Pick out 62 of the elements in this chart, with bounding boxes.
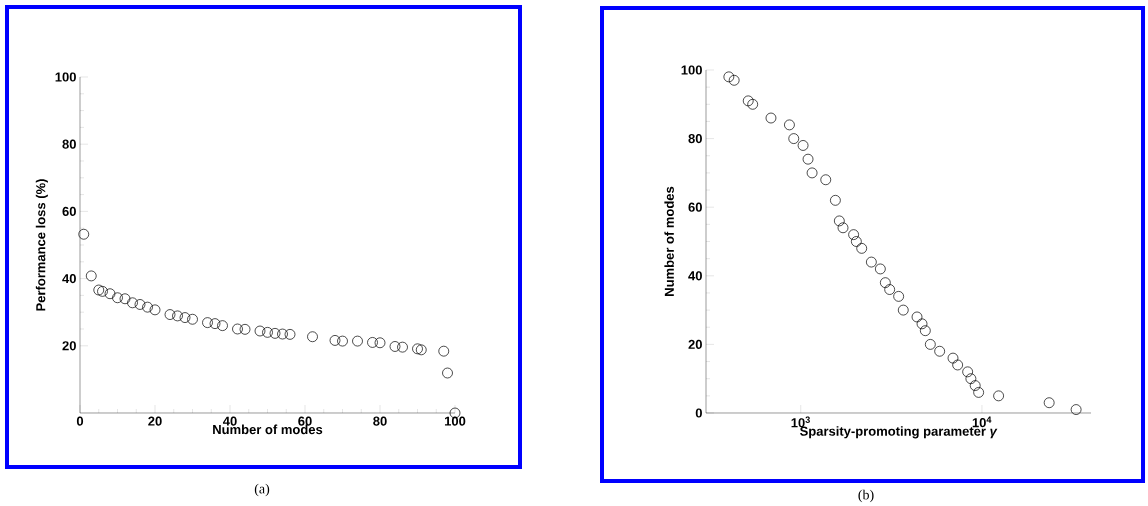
point xyxy=(202,317,213,328)
y-tick-label: 20 xyxy=(688,339,702,349)
point xyxy=(284,329,296,340)
y-tick-label: 40 xyxy=(62,273,76,284)
y-tick-label: 20 xyxy=(62,341,76,351)
point xyxy=(262,327,273,338)
point xyxy=(134,299,146,310)
point xyxy=(277,328,288,340)
point xyxy=(209,318,221,329)
point xyxy=(438,345,450,357)
point xyxy=(187,313,198,325)
point xyxy=(97,286,108,297)
x-tick-label: 40 xyxy=(222,416,237,426)
y-tick-label: 100 xyxy=(681,65,702,75)
point xyxy=(119,293,131,305)
point xyxy=(412,343,423,355)
point xyxy=(352,335,363,347)
point xyxy=(239,323,251,335)
point xyxy=(85,270,97,282)
x-axis-title: Sparsity-promoting parameter γ xyxy=(799,426,998,439)
x-tick-label: 0 xyxy=(76,416,84,426)
y-tick-label: 60 xyxy=(62,206,76,216)
point xyxy=(415,344,427,356)
point xyxy=(307,331,318,343)
point xyxy=(127,297,138,309)
point xyxy=(232,323,243,335)
point xyxy=(389,341,401,352)
point xyxy=(104,288,116,300)
x-tick-label: 80 xyxy=(373,416,387,426)
y-tick-label: 80 xyxy=(62,139,76,149)
text: (b) xyxy=(858,489,874,503)
text: (a) xyxy=(254,483,270,497)
y-axis-title: Number of modes xyxy=(664,186,674,296)
y-tick-label: 0 xyxy=(695,408,702,418)
point xyxy=(374,337,386,349)
x-tick-label: 10$^{3}$ xyxy=(791,416,810,428)
y-axis-title: Performance loss (%) xyxy=(35,179,48,311)
point xyxy=(78,228,90,240)
point xyxy=(269,328,281,339)
x-tick-label: 10$^{4}$ xyxy=(972,416,992,428)
y-tick-label: 80 xyxy=(688,133,702,144)
y-tick-label: 40 xyxy=(688,271,702,281)
y-tick-label: 60 xyxy=(688,202,702,212)
y-tick-label: 100 xyxy=(55,72,76,82)
x-tick-label: 100 xyxy=(444,416,466,426)
point xyxy=(217,320,228,331)
point xyxy=(397,341,408,353)
point xyxy=(172,310,183,322)
point xyxy=(164,309,176,320)
point xyxy=(254,325,266,337)
point xyxy=(112,292,123,304)
point xyxy=(337,335,348,347)
point xyxy=(93,284,105,296)
point xyxy=(179,312,191,323)
x-tick-label: 60 xyxy=(298,416,312,426)
point xyxy=(442,367,453,379)
point xyxy=(142,301,153,313)
point xyxy=(367,337,378,348)
x-axis-title: Number of modes xyxy=(213,424,323,435)
point xyxy=(329,335,341,346)
point xyxy=(149,304,161,316)
x-tick-label: 20 xyxy=(148,416,162,426)
